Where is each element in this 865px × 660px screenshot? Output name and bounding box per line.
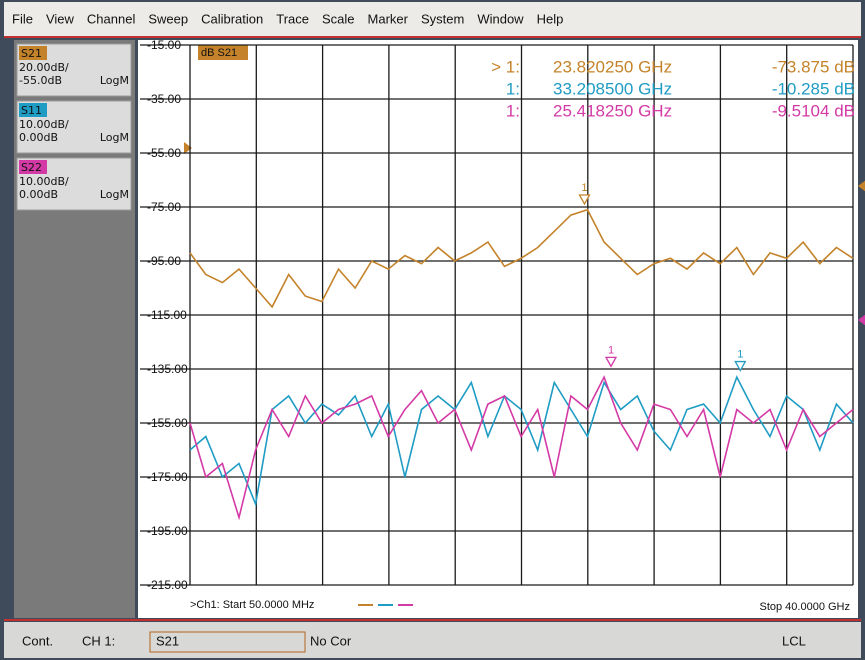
stop-label: Stop 40.0000 GHz [759, 601, 850, 613]
y-tick-label: -35.00 [147, 92, 181, 106]
menu-item[interactable]: Calibration [201, 11, 263, 26]
trace-name: S11 [21, 104, 42, 117]
plot-area [138, 40, 858, 618]
marker-readout-value: -10.285 dB [772, 79, 855, 98]
menu-item[interactable]: Trace [276, 11, 309, 26]
trace-ref: -55.0dB [19, 74, 62, 87]
status-remote: LCL [782, 633, 806, 648]
menu-item[interactable]: Marker [368, 11, 409, 26]
trace-line [189, 375, 854, 507]
trace-name: S21 [21, 47, 42, 60]
marker [734, 360, 747, 372]
trace-scale: 10.00dB/ [19, 118, 69, 131]
marker [578, 194, 591, 206]
active-trace-label: dB S21 [201, 47, 237, 59]
y-tick-label: -115.00 [147, 308, 187, 322]
menu-item[interactable]: Window [477, 11, 524, 26]
trace-ref: 0.00dB [19, 188, 58, 201]
menu-item[interactable]: View [46, 11, 75, 26]
trace-name: S22 [21, 161, 42, 174]
menu-item[interactable]: Channel [87, 11, 136, 26]
marker-readout-frequency: 23.820250 GHz [553, 57, 672, 76]
marker-readout-frequency: 33.208500 GHz [553, 79, 672, 98]
status-bar [4, 622, 861, 658]
menu-item[interactable]: Scale [322, 11, 355, 26]
ref-arrow [858, 180, 865, 192]
trace-line [189, 375, 854, 521]
trace-scale: 10.00dB/ [19, 175, 69, 188]
menu-item[interactable]: System [421, 11, 464, 26]
status-correction: No Cor [310, 633, 352, 648]
status-trace-box [149, 631, 306, 653]
trace-format: LogM [100, 131, 129, 144]
active-trace-tag [198, 45, 248, 60]
trace-line [189, 208, 854, 309]
marker-readout-pointer: > 1: [491, 57, 520, 76]
y-tick-label: -55.00 [147, 146, 181, 160]
ref-arrow [184, 142, 192, 154]
y-tick-label: -75.00 [147, 200, 181, 214]
y-tick-label: -95.00 [147, 254, 181, 268]
status-trace: S21 [156, 633, 179, 648]
marker-label: 1 [737, 348, 743, 360]
y-tick-label: -195.00 [147, 524, 188, 538]
marker-readout-pointer: 1: [506, 79, 520, 98]
marker-readout-pointer: 1: [506, 101, 520, 120]
menu-bar [4, 2, 861, 36]
marker-readout-frequency: 25.418250 GHz [553, 101, 672, 120]
marker-label: 1 [581, 182, 587, 194]
menu-item[interactable]: Sweep [148, 11, 188, 26]
start-label: >Ch1: Start 50.0000 MHz [190, 599, 314, 611]
marker-label: 1 [608, 344, 614, 356]
trace-format: LogM [100, 74, 129, 87]
trace-format: LogM [100, 188, 129, 201]
y-tick-label: -155.00 [147, 416, 188, 430]
y-tick-label: -135.00 [147, 362, 188, 376]
trace-ref: 0.00dB [19, 131, 58, 144]
trace-tag [19, 103, 47, 117]
marker-readout-value: -9.5104 dB [772, 101, 855, 120]
status-mode: Cont. [22, 633, 53, 648]
status-channel: CH 1: [82, 633, 115, 648]
y-tick-label: -215.00 [147, 578, 188, 592]
menu-item[interactable]: Help [537, 11, 564, 26]
trace-scale: 20.00dB/ [19, 61, 69, 74]
ref-arrow [858, 314, 865, 326]
y-tick-label: -175.00 [147, 470, 188, 484]
trace-tag [19, 160, 47, 174]
marker-readout-value: -73.875 dB [772, 57, 855, 76]
y-tick-label: -15.00 [147, 38, 181, 52]
menu-item[interactable]: File [12, 11, 33, 26]
trace-tag [19, 46, 47, 60]
marker [604, 356, 618, 368]
